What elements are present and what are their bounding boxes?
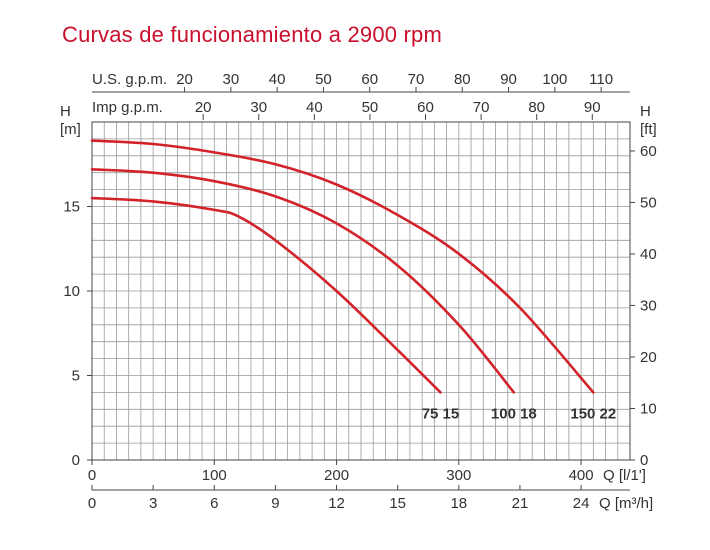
x-top1-tick-label: 90 <box>500 71 517 88</box>
y2-tick-label: 10 <box>640 400 657 417</box>
x-top1-tick-label: 50 <box>315 71 332 88</box>
x-top1-tick-label: 20 <box>176 71 193 88</box>
curve-line <box>90 196 442 394</box>
y-tick-label: 5 <box>72 368 80 385</box>
x-top1-axis-label: U.S. g.p.m. <box>92 71 167 88</box>
x-top1-tick-label: 30 <box>223 71 240 88</box>
y-axis-label: H <box>60 103 71 120</box>
y-axis-unit: [m] <box>60 121 81 138</box>
x2-tick-label: 24 <box>573 495 590 512</box>
x2-tick-label: 15 <box>389 495 406 512</box>
x-top1-tick-label: 70 <box>408 71 425 88</box>
x-tick-label: 200 <box>324 467 349 484</box>
x-top2-tick-label: 30 <box>250 99 267 116</box>
x-top2-tick-label: 80 <box>528 99 545 116</box>
x2-tick-label: 6 <box>210 495 218 512</box>
x2-tick-label: 9 <box>271 495 279 512</box>
x-top2-tick-label: 40 <box>306 99 323 116</box>
y-tick-label: 10 <box>63 283 80 300</box>
x-top2-tick-label: 70 <box>473 99 490 116</box>
x2-tick-label: 3 <box>149 495 157 512</box>
x-top2-tick-label: 50 <box>362 99 379 116</box>
curve-label: 150 22 <box>570 405 616 422</box>
x-top2-tick-label: 60 <box>417 99 434 116</box>
x-top1-tick-label: 40 <box>269 71 286 88</box>
x-top1-tick-label: 80 <box>454 71 471 88</box>
x-axis-label: Q [l/1'] <box>603 467 646 484</box>
y2-axis-label: H <box>640 103 651 120</box>
x-tick-label: 0 <box>88 467 96 484</box>
y2-tick-label: 50 <box>640 194 657 211</box>
x-top1-tick-label: 100 <box>542 71 567 88</box>
x2-tick-label: 21 <box>512 495 529 512</box>
chart-title: Curvas de funcionamiento a 2900 rpm <box>62 22 442 47</box>
y2-tick-label: 40 <box>640 246 657 263</box>
x-top2-axis-label: Imp g.p.m. <box>92 99 163 116</box>
x-top1-tick-label: 60 <box>361 71 378 88</box>
curve-label: 100 18 <box>491 405 537 422</box>
y-tick-label: 0 <box>72 452 80 469</box>
curve-line <box>90 139 595 394</box>
x-top2-tick-label: 90 <box>584 99 601 116</box>
x2-tick-label: 18 <box>450 495 467 512</box>
x2-tick-label: 0 <box>88 495 96 512</box>
curve-label: 75 15 <box>422 405 460 422</box>
x-top2-tick-label: 20 <box>195 99 212 116</box>
y2-tick-label: 0 <box>640 452 648 469</box>
x2-tick-label: 12 <box>328 495 345 512</box>
y2-axis-unit: [ft] <box>640 121 657 138</box>
y2-tick-label: 60 <box>640 143 657 160</box>
x-tick-label: 400 <box>569 467 594 484</box>
y2-tick-label: 30 <box>640 297 657 314</box>
curve-line <box>90 168 516 394</box>
x-top1-tick-label: 110 <box>589 71 613 88</box>
y2-tick-label: 20 <box>640 349 657 366</box>
x-tick-label: 300 <box>446 467 471 484</box>
y-tick-label: 15 <box>63 199 80 216</box>
x2-axis-label: Q [m³/h] <box>599 495 653 512</box>
x-tick-label: 100 <box>202 467 227 484</box>
